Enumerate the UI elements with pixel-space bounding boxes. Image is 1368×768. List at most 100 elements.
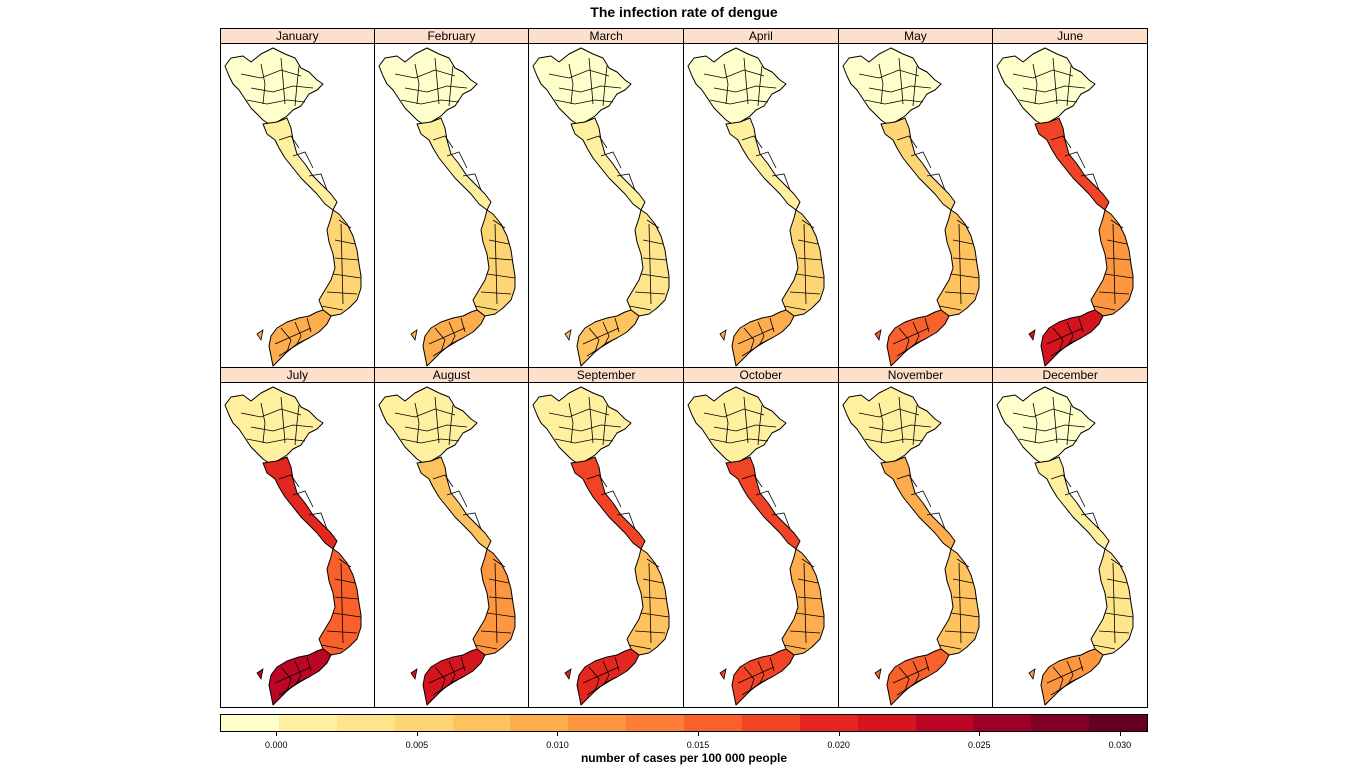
province-boundary [404,424,467,432]
province-boundary [488,596,513,600]
province-boundary [332,612,362,618]
vietnam-map [839,44,993,367]
province-boundary [1066,65,1072,107]
province-boundary [703,408,765,418]
province-boundary [912,660,920,684]
province-boundary [926,512,946,530]
province-boundary [956,558,969,568]
province-boundary [803,223,807,305]
province-boundary [602,404,608,446]
region-central [262,117,338,211]
province-boundary [926,173,946,191]
province-boundary [795,273,825,279]
province-boundary [334,578,356,584]
province-boundary [555,438,614,444]
province-boundary [400,438,459,444]
province-boundary [944,630,975,634]
province-boundary [404,85,467,93]
province-boundary [709,99,769,105]
province-boundary [326,630,358,634]
province-boundary [709,438,769,444]
region-island [410,329,418,342]
province-boundary [864,99,923,105]
province-boundary [292,490,314,508]
province-boundary [868,85,931,93]
province-boundary [1111,558,1124,568]
province-boundary [1093,644,1116,650]
province-boundary [1013,69,1074,79]
panel-month-label: February [374,29,529,44]
region-south-central [318,209,362,317]
province-boundary [480,291,511,295]
province-boundary [434,396,440,444]
province-boundary [789,291,821,295]
province-boundary [434,666,446,692]
province-boundary [737,327,775,345]
province-boundary [1032,63,1038,105]
province-boundary [274,666,312,684]
province-boundary [306,656,312,672]
legend-swatch [915,715,974,731]
province-boundary [589,327,600,353]
province-boundary [938,305,961,311]
province-boundary [617,512,636,530]
province-boundary [952,239,973,245]
province-boundary [789,630,821,634]
province-boundary [801,558,815,568]
province-boundary [944,291,975,295]
legend-swatch [857,715,916,731]
province-boundary [1107,257,1132,261]
province-boundary [1065,151,1086,169]
province-boundary [549,69,610,79]
province-boundary [549,408,610,418]
province-boundary [912,65,918,107]
province-boundary [797,257,823,261]
vietnam-map [839,383,993,707]
legend-tick [276,732,278,736]
province-boundary [1099,630,1130,634]
legend-swatch [1089,715,1147,731]
region-north [996,386,1096,464]
province-boundary [1078,317,1084,333]
region-island [256,668,264,681]
province-boundary [896,678,923,696]
province-boundary [1065,490,1086,508]
province-boundary [1051,474,1072,488]
province-boundary [1066,321,1074,345]
region-island [874,668,882,681]
region-north [532,47,632,125]
province-boundary [334,596,360,600]
legend-ticks: 0.000 0.005 0.010 0.015 0.020 0.025 0.030 [220,732,1148,752]
province-boundary [432,339,459,357]
region-north [532,386,632,464]
region-north [224,47,324,125]
province-boundary [480,630,511,634]
province-boundary [460,656,466,672]
province-boundary [737,666,775,684]
province-boundary [896,474,917,488]
region-island [256,329,264,342]
province-boundary [1032,402,1038,444]
province-boundary [743,396,749,444]
province-boundary [757,65,763,107]
legend-swatch [1031,715,1090,731]
province-boundary [952,596,977,600]
province-boundary [1112,562,1116,644]
region-south-central [1090,209,1134,317]
province-boundary [896,135,917,149]
province-boundary [555,99,614,105]
province-boundary [643,257,668,261]
province-boundary [950,612,979,618]
chart-title: The infection rate of dengue [590,4,778,20]
legend-swatch [394,715,453,731]
vietnam-map [221,44,374,367]
province-boundary [864,438,923,444]
province-boundary [1051,135,1072,149]
province-boundary [589,666,600,692]
legend-tick-label: 0.030 [1108,740,1132,750]
province-boundary [741,474,763,488]
province-boundary [924,656,930,672]
province-boundary [1053,327,1064,353]
province-boundary [583,666,620,684]
region-central [1034,117,1110,211]
